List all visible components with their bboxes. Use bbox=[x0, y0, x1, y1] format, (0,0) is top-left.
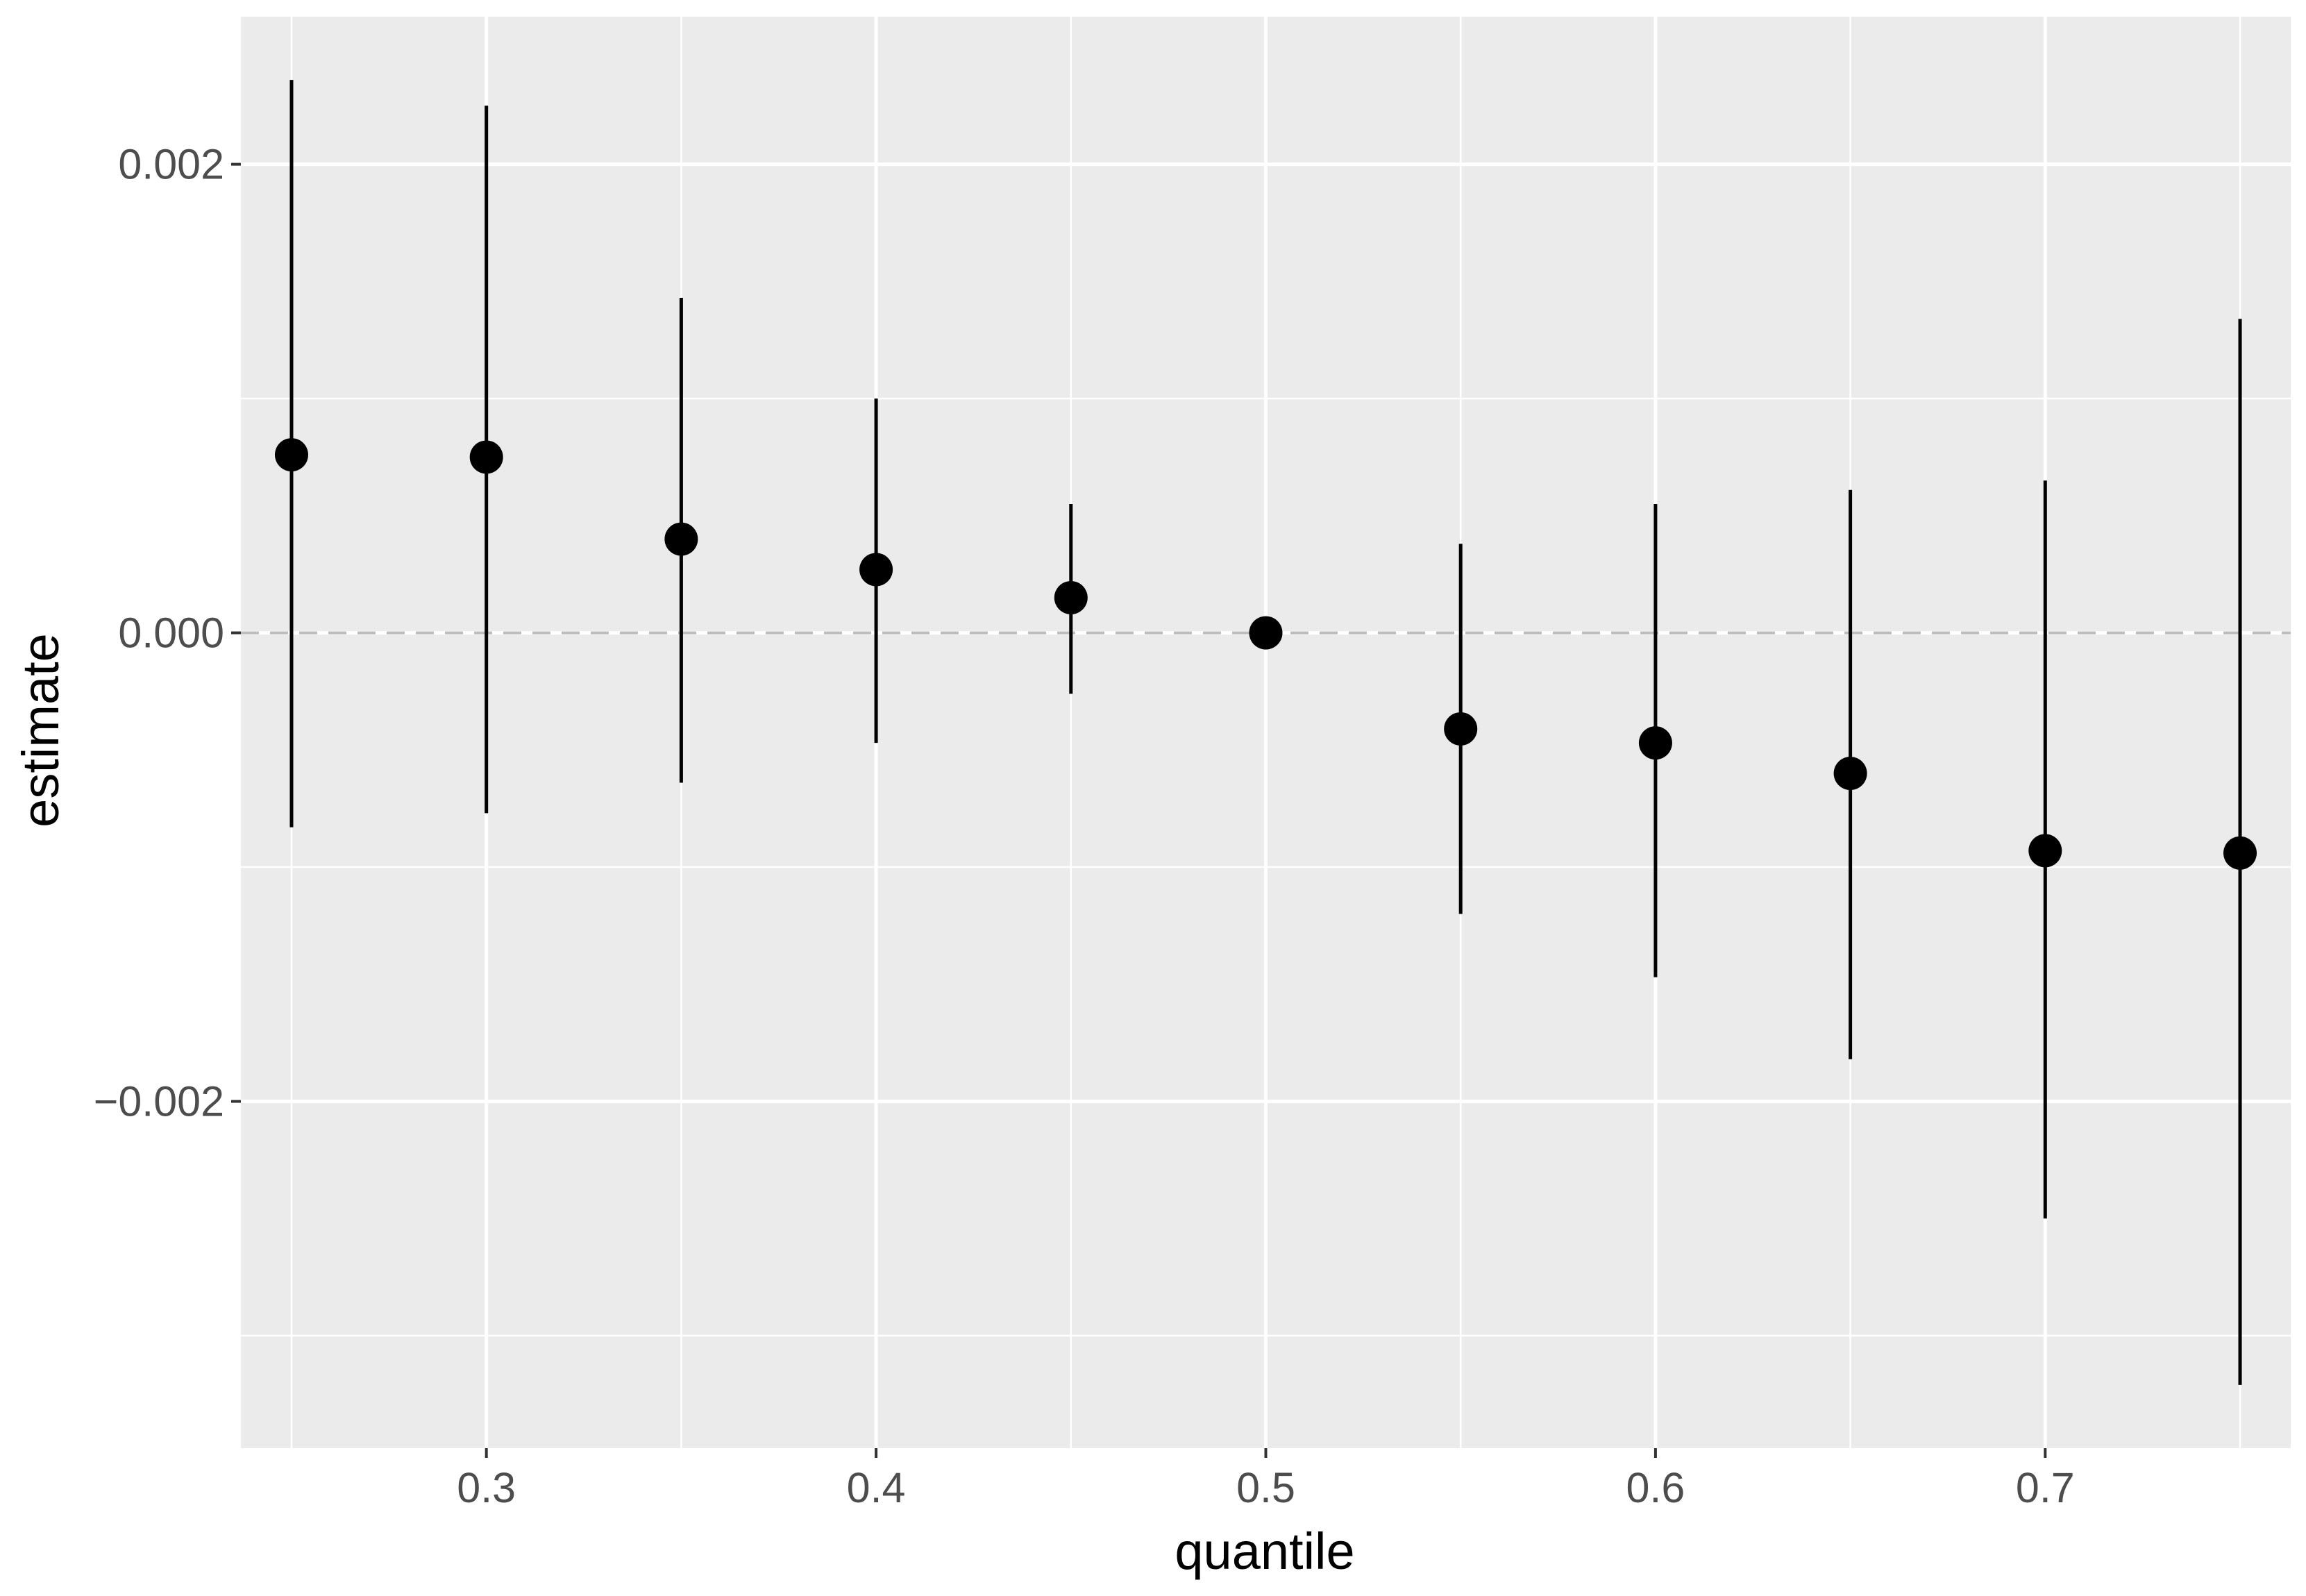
point-7 bbox=[1638, 726, 1672, 760]
x-axis-ticks: 0.3 0.4 0.5 0.6 0.7 bbox=[457, 1448, 2075, 1511]
y-axis-title: estimate bbox=[12, 633, 69, 828]
y-axis-ticks: 0.002 0.000 −0.002 bbox=[94, 141, 241, 1125]
y-tick-label: 0.002 bbox=[118, 141, 224, 188]
x-tick-label: 0.4 bbox=[847, 1464, 906, 1511]
point-6 bbox=[1444, 712, 1478, 746]
points bbox=[274, 438, 2257, 870]
point-3 bbox=[859, 553, 893, 587]
point-8 bbox=[1833, 757, 1867, 791]
point-9 bbox=[2028, 834, 2062, 868]
point-0 bbox=[274, 438, 308, 472]
x-tick-label: 0.5 bbox=[1236, 1464, 1295, 1511]
x-tick-label: 0.6 bbox=[1626, 1464, 1685, 1511]
y-tick-label: −0.002 bbox=[94, 1078, 224, 1125]
point-5 bbox=[1249, 616, 1283, 650]
y-tick-label: 0.000 bbox=[118, 610, 224, 657]
point-10 bbox=[2223, 836, 2257, 870]
point-1 bbox=[469, 440, 503, 474]
x-axis-title: quantile bbox=[1175, 1522, 1354, 1580]
x-tick-label: 0.3 bbox=[457, 1464, 516, 1511]
point-2 bbox=[664, 522, 698, 556]
point-4 bbox=[1054, 580, 1088, 614]
x-tick-label: 0.7 bbox=[2016, 1464, 2075, 1511]
